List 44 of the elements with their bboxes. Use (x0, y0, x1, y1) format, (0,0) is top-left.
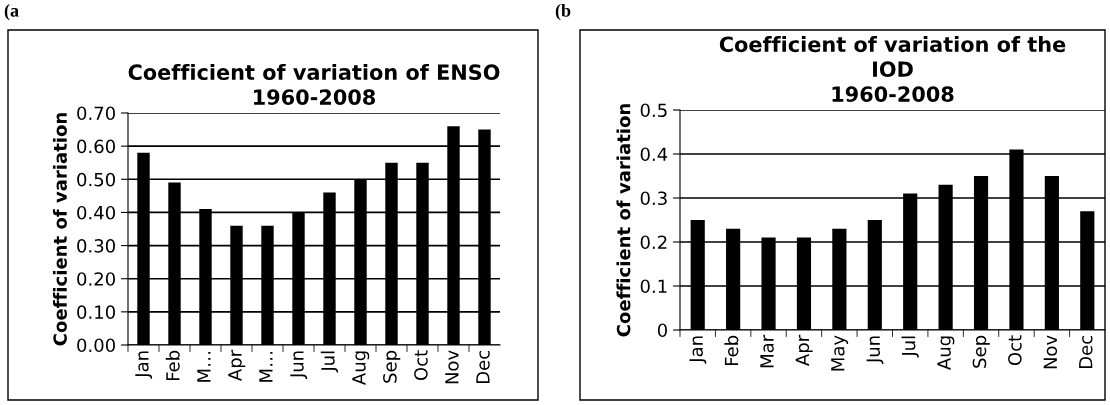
x-tick-label: Jun (290, 351, 308, 380)
x-tick-label: M… (259, 351, 273, 382)
x-tick-label: Oct (414, 350, 428, 381)
x-tick-label: Jan (689, 336, 707, 364)
x-tick-label: Feb (724, 335, 739, 366)
x-tick-label: Oct (1008, 335, 1022, 366)
y-tick-label: 0.70 (77, 106, 115, 121)
y-tick-label: 0.5 (640, 103, 667, 118)
x-tick-label: Apr (228, 349, 246, 381)
x-tick-label: May (831, 335, 849, 371)
x-tick-label: Dec (1079, 335, 1093, 369)
y-axis-title: Coefficient of variation (616, 104, 631, 337)
text: (a (4, 4, 19, 21)
y-tick-label: 0.20 (77, 272, 115, 286)
x-tick-label: Aug (352, 351, 370, 385)
y-tick-label: 0.1 (640, 279, 667, 294)
x-tick-label: Sep (383, 350, 401, 383)
x-tick-label: Jun (866, 336, 884, 365)
y-tick-label: 0.60 (77, 139, 115, 154)
y-tick-label: 0.3 (640, 191, 667, 206)
y-tick-label: 0.4 (640, 147, 668, 162)
x-tick-label: Sep (972, 335, 990, 368)
text: (b (555, 4, 571, 21)
x-tick-label: Feb (165, 350, 180, 381)
y-tick-label: 0.30 (77, 239, 115, 253)
x-tick-label: Nov (1043, 335, 1058, 369)
y-tick-label: 0.10 (77, 305, 115, 319)
chart-title: Coefficient of variation of the IOD 1960-2008 (719, 36, 1066, 102)
y-tick-label: 0.2 (640, 235, 667, 250)
x-tick-label: Apr (795, 334, 813, 366)
x-tick-label: Dec (476, 350, 490, 384)
y-tick-label: 0.00 (77, 338, 115, 353)
x-tick-label: Jul (320, 351, 339, 373)
x-tick-label: Nov (445, 350, 459, 384)
chart-title: Coefficient of variation of ENSO 1960-2008 (128, 63, 500, 105)
y-tick-label: 0.40 (77, 205, 115, 220)
y-axis-title: Coefficient of variation (52, 113, 67, 346)
y-tick-label: 0 (657, 323, 667, 338)
x-tick-label: Jul (901, 336, 919, 358)
x-tick-label: Mar (760, 334, 774, 368)
x-tick-label: M… (197, 351, 211, 382)
y-tick-label: 0.50 (77, 172, 115, 187)
x-tick-label: Jan (135, 351, 153, 379)
x-tick-label: Aug (937, 336, 955, 370)
